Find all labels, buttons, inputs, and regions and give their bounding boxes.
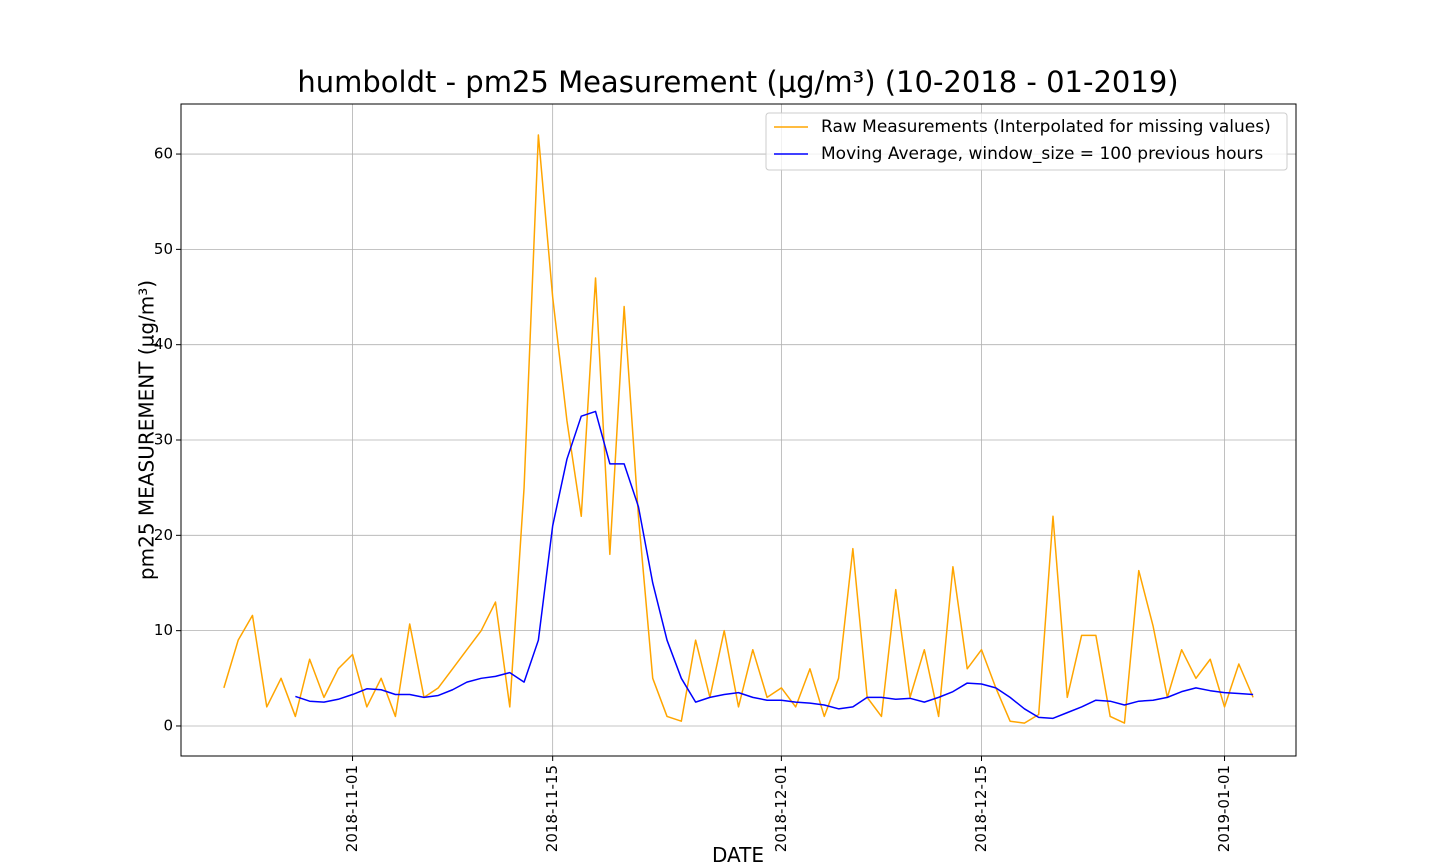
legend: Raw Measurements (Interpolated for missi… <box>765 112 1288 171</box>
legend-label: Raw Measurements (Interpolated for missi… <box>821 117 1271 137</box>
y-tick-label: 50 <box>154 240 173 258</box>
x-tick-label: 2018-11-01 <box>343 765 361 852</box>
x-tick-label: 2018-11-15 <box>543 765 561 852</box>
grid: 0 10 20 30 40 50 60 2018-11-01 2018-11-15 2018-12… <box>154 104 1296 852</box>
plot <box>223 134 1254 724</box>
y-axis-label: pm25 MEASUREMENT (µg/m³) <box>135 280 159 580</box>
y-tick-label: 10 <box>154 621 173 639</box>
chart-title: humboldt - pm25 Measurement (µg/m³) (10-… <box>297 65 1178 99</box>
y-tick-label: 30 <box>154 431 173 449</box>
y-tick-label: 20 <box>154 526 173 544</box>
legend-box <box>765 112 1288 171</box>
y-tick-label: 40 <box>154 335 173 353</box>
legend-label: Moving Average, window_size = 100 previo… <box>821 144 1263 164</box>
plot-frame <box>180 103 1297 757</box>
y-tick-label: 60 <box>154 145 173 163</box>
series-line <box>295 410 1254 720</box>
x-axis-label: DATE <box>712 843 764 864</box>
x-tick-label: 2018-12-15 <box>972 765 990 852</box>
x-tick-label: 2019-01-01 <box>1215 765 1233 852</box>
y-tick-label: 0 <box>163 716 173 734</box>
x-tick-label: 2018-12-01 <box>772 765 790 852</box>
series-line <box>223 134 1254 724</box>
